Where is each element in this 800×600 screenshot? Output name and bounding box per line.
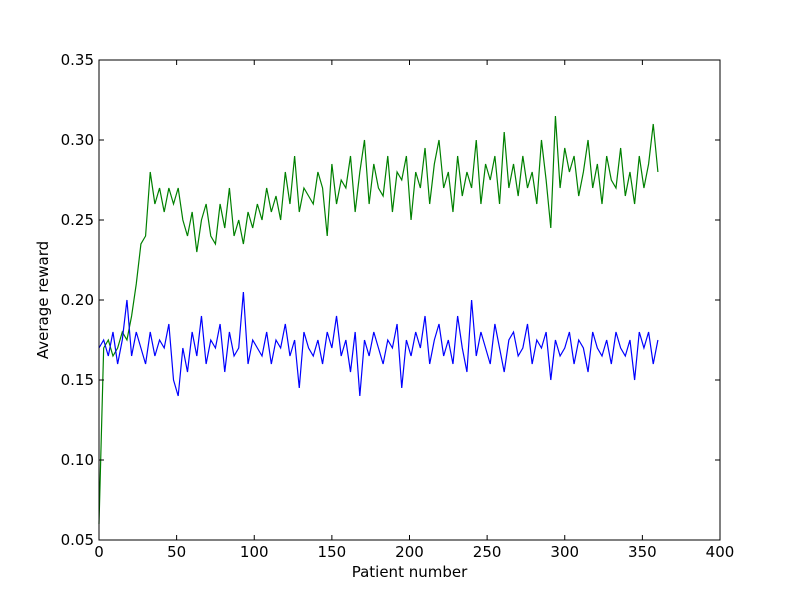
y-tick-label: 0.25 [61,211,94,229]
x-tick-label: 200 [395,543,424,561]
x-tick-label: 350 [628,543,657,561]
x-tick-label: 0 [94,543,104,561]
x-tick-label: 300 [550,543,579,561]
plot-frame [98,59,721,541]
y-tick-label: 0.35 [61,51,94,69]
series-line [98,115,659,525]
x-tick-label: 50 [167,543,186,561]
x-tick-label: 150 [318,543,347,561]
series-line [98,291,659,397]
y-tick-label: 0.15 [61,371,94,389]
x-tick-label: 100 [240,543,269,561]
y-axis-label: Average reward [34,241,52,359]
y-tick-label: 0.30 [61,131,94,149]
y-tick-label: 0.20 [61,291,94,309]
x-tick-label: 400 [706,543,735,561]
y-tick-label: 0.05 [61,531,94,549]
x-tick-label: 250 [473,543,502,561]
x-axis-label: Patient number [352,563,468,581]
y-tick-label: 0.10 [61,451,94,469]
